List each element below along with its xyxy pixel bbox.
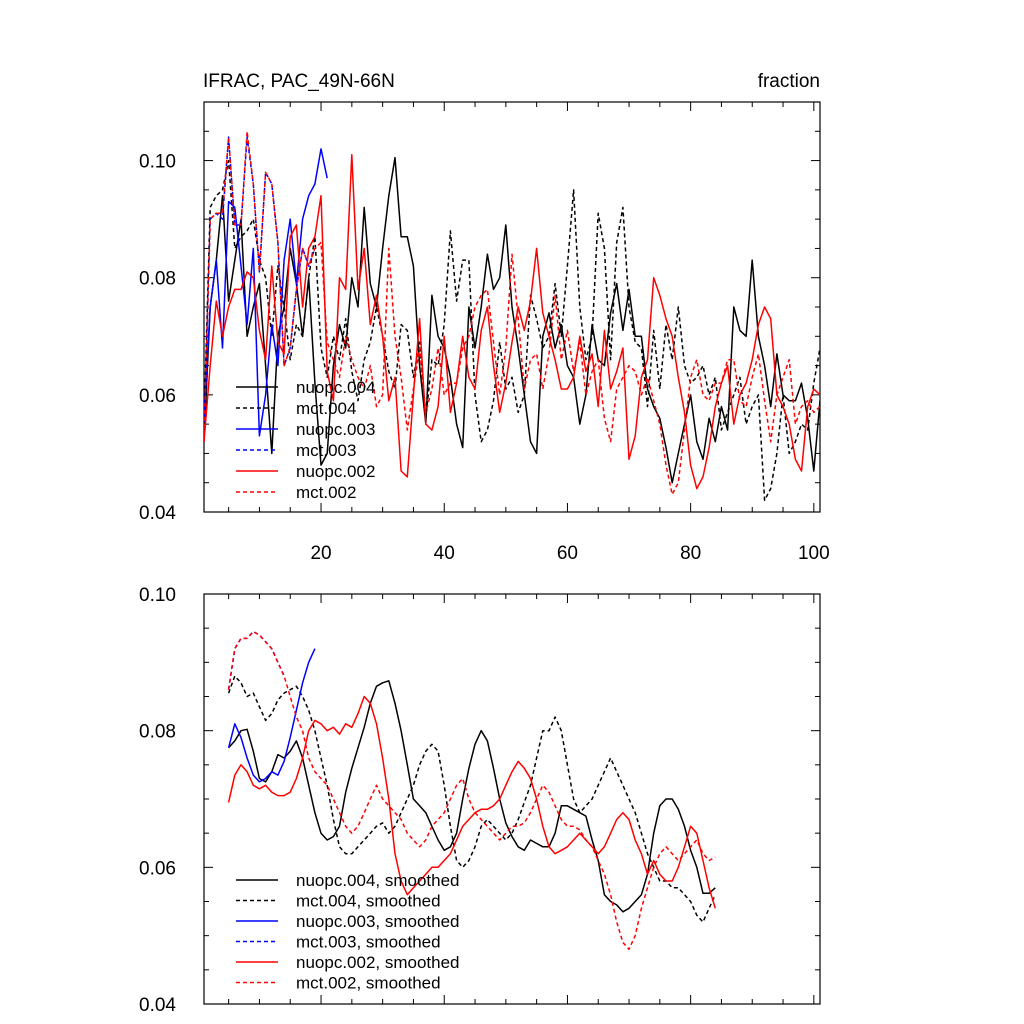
legend-label: mct.003 [296, 441, 356, 460]
series-group [227, 630, 717, 951]
legend-label: mct.002, smoothed [296, 974, 441, 993]
series-line-mct-004 [204, 159, 820, 502]
series-line-nuopc-004-smoothed [228, 680, 716, 913]
legend-label: nuopc.004 [296, 378, 375, 397]
bottom-panel: 0.04 0.06 0.08 0.10 nuopc.004, smoothed mct.0… [139, 585, 821, 1016]
y-tick-label: 0.04 [139, 995, 176, 1016]
x-tick-label: 80 [680, 543, 701, 564]
x-tick-label: 60 [557, 543, 578, 564]
series-line-nuopc-003-smoothed [227, 648, 316, 783]
x-tick-label: 100 [798, 543, 830, 564]
y-tick-label: 0.10 [139, 585, 176, 606]
legend-label: mct.004, smoothed [296, 892, 441, 911]
x-tick-label: 40 [434, 543, 455, 564]
units-label: fraction [758, 71, 820, 92]
legend-label: mct.003, smoothed [296, 933, 441, 952]
series-line-mct-002-smoothed [227, 630, 716, 951]
legend-label: nuopc.002, smoothed [296, 953, 460, 972]
x-tick-label: 20 [310, 543, 331, 564]
series-line-nuopc-003 [204, 148, 328, 437]
y-tick-label: 0.08 [139, 722, 176, 743]
y-tick-label: 0.06 [139, 386, 176, 407]
series-line-mct-002 [204, 130, 820, 496]
y-tick-label: 0.08 [139, 269, 176, 290]
legend-label: nuopc.002 [296, 462, 375, 481]
y-tick-label: 0.10 [139, 152, 176, 173]
legend-label: mct.004 [296, 399, 356, 418]
series-line-mct-003 [204, 136, 316, 436]
series-line-nuopc-002-smoothed [227, 695, 717, 909]
legend-label: nuopc.004, smoothed [296, 871, 460, 890]
top-panel: 0.04 0.06 0.08 0.10 20 40 60 80 100 nuopc.004 mct.… [139, 101, 830, 564]
series-line-mct-003-smoothed [227, 630, 285, 690]
series-line-nuopc-002 [204, 153, 820, 490]
y-tick-label: 0.04 [139, 503, 176, 524]
legend-label: nuopc.003 [296, 420, 375, 439]
series-group [204, 130, 820, 502]
series-line-mct-004-smoothed [227, 675, 716, 923]
chart-title: IFRAC, PAC_49N-66N [203, 71, 395, 92]
legend-label: nuopc.003, smoothed [296, 912, 460, 931]
legend-label: mct.002 [296, 483, 356, 502]
y-tick-label: 0.06 [139, 858, 176, 879]
